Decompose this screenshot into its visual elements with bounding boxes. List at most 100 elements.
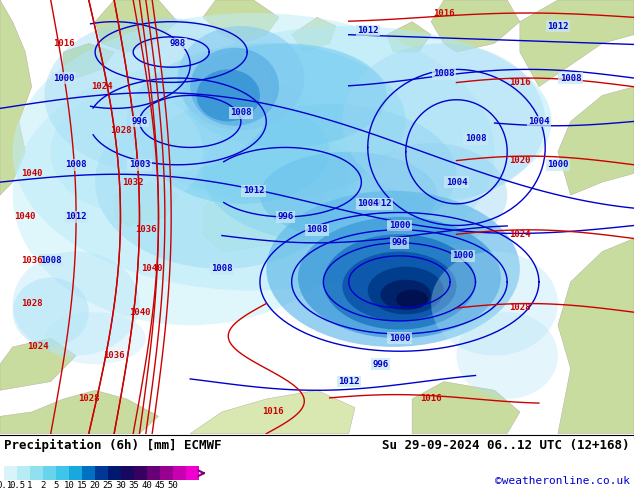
Text: 1000: 1000: [389, 334, 410, 343]
Ellipse shape: [146, 26, 552, 217]
Text: 1028: 1028: [78, 394, 100, 403]
Ellipse shape: [44, 17, 273, 173]
Ellipse shape: [342, 44, 545, 199]
Bar: [186, 466, 199, 480]
Text: 1028: 1028: [21, 299, 42, 308]
Text: 50: 50: [167, 481, 178, 490]
Ellipse shape: [127, 44, 406, 199]
Text: 1040: 1040: [21, 169, 42, 178]
Text: 996: 996: [277, 212, 294, 221]
Text: 1000: 1000: [547, 160, 569, 169]
Ellipse shape: [13, 251, 139, 356]
Polygon shape: [114, 182, 178, 225]
Text: 1004: 1004: [528, 117, 550, 126]
Text: 1008: 1008: [465, 134, 486, 143]
Text: 1000: 1000: [452, 251, 474, 260]
Text: 1036: 1036: [21, 256, 42, 265]
Text: 1024: 1024: [27, 343, 49, 351]
Text: 1008: 1008: [40, 256, 61, 265]
Bar: [56, 466, 69, 480]
Text: 1016: 1016: [433, 8, 455, 18]
Ellipse shape: [323, 234, 476, 330]
Ellipse shape: [342, 251, 456, 321]
Text: 988: 988: [169, 39, 186, 48]
Text: 1000: 1000: [389, 221, 410, 230]
Text: 1040: 1040: [141, 265, 163, 273]
Polygon shape: [0, 0, 32, 195]
Ellipse shape: [203, 104, 456, 243]
Text: 1008: 1008: [306, 225, 328, 234]
Text: 1012: 1012: [370, 199, 391, 208]
Ellipse shape: [13, 65, 368, 325]
Text: 0.1: 0.1: [0, 481, 12, 490]
Ellipse shape: [368, 267, 444, 315]
Text: 1040: 1040: [15, 212, 36, 221]
Text: 15: 15: [77, 481, 87, 490]
Ellipse shape: [355, 143, 507, 247]
Text: 30: 30: [115, 481, 126, 490]
Text: 1016: 1016: [420, 394, 442, 403]
Text: 1008: 1008: [433, 69, 455, 78]
Polygon shape: [203, 165, 330, 251]
Text: 35: 35: [129, 481, 139, 490]
Polygon shape: [203, 0, 279, 44]
Ellipse shape: [266, 191, 520, 347]
Ellipse shape: [44, 312, 146, 364]
Polygon shape: [0, 338, 76, 390]
Text: 0.5: 0.5: [9, 481, 25, 490]
Bar: [121, 466, 134, 480]
Text: 1008: 1008: [230, 108, 252, 117]
Polygon shape: [520, 0, 634, 87]
Text: 2: 2: [41, 481, 46, 490]
Text: ©weatheronline.co.uk: ©weatheronline.co.uk: [495, 476, 630, 486]
Polygon shape: [0, 390, 158, 434]
Text: 1012: 1012: [243, 186, 264, 196]
Bar: [134, 466, 147, 480]
Ellipse shape: [298, 217, 501, 338]
Text: 1016: 1016: [509, 78, 531, 87]
Text: 1004: 1004: [446, 178, 467, 187]
Text: 1036: 1036: [103, 351, 125, 360]
Text: 1008: 1008: [560, 74, 581, 82]
Text: 996: 996: [131, 117, 148, 126]
Text: 10: 10: [63, 481, 74, 490]
Bar: [95, 466, 108, 480]
Ellipse shape: [456, 312, 558, 399]
Polygon shape: [387, 22, 431, 52]
Ellipse shape: [197, 70, 260, 122]
Bar: [147, 466, 160, 480]
Text: 20: 20: [89, 481, 100, 490]
Text: 1: 1: [27, 481, 33, 490]
Bar: [173, 466, 186, 480]
Text: 45: 45: [155, 481, 165, 490]
Text: 1008: 1008: [211, 265, 233, 273]
Text: 40: 40: [141, 481, 152, 490]
Bar: [69, 466, 82, 480]
Ellipse shape: [152, 100, 330, 204]
Text: 1036: 1036: [135, 225, 157, 234]
Bar: [4, 466, 17, 480]
Ellipse shape: [13, 13, 495, 291]
Text: 996: 996: [372, 360, 389, 369]
Text: 1024: 1024: [509, 230, 531, 239]
Text: 1028: 1028: [110, 125, 131, 135]
Bar: [30, 466, 43, 480]
Text: 1028: 1028: [509, 303, 531, 313]
Polygon shape: [412, 382, 520, 434]
Ellipse shape: [13, 277, 89, 347]
Text: 1000: 1000: [53, 74, 74, 82]
Ellipse shape: [51, 91, 203, 213]
Bar: [160, 466, 173, 480]
Polygon shape: [558, 87, 634, 195]
Text: 1012: 1012: [338, 377, 359, 386]
Polygon shape: [368, 243, 456, 312]
Text: 1032: 1032: [122, 178, 144, 187]
Ellipse shape: [396, 290, 428, 309]
Text: 1012: 1012: [547, 22, 569, 30]
Ellipse shape: [260, 152, 437, 239]
Text: 1003: 1003: [129, 160, 150, 169]
Text: 1012: 1012: [65, 212, 87, 221]
Ellipse shape: [431, 251, 558, 356]
Bar: [108, 466, 121, 480]
Text: 1012: 1012: [357, 26, 378, 35]
